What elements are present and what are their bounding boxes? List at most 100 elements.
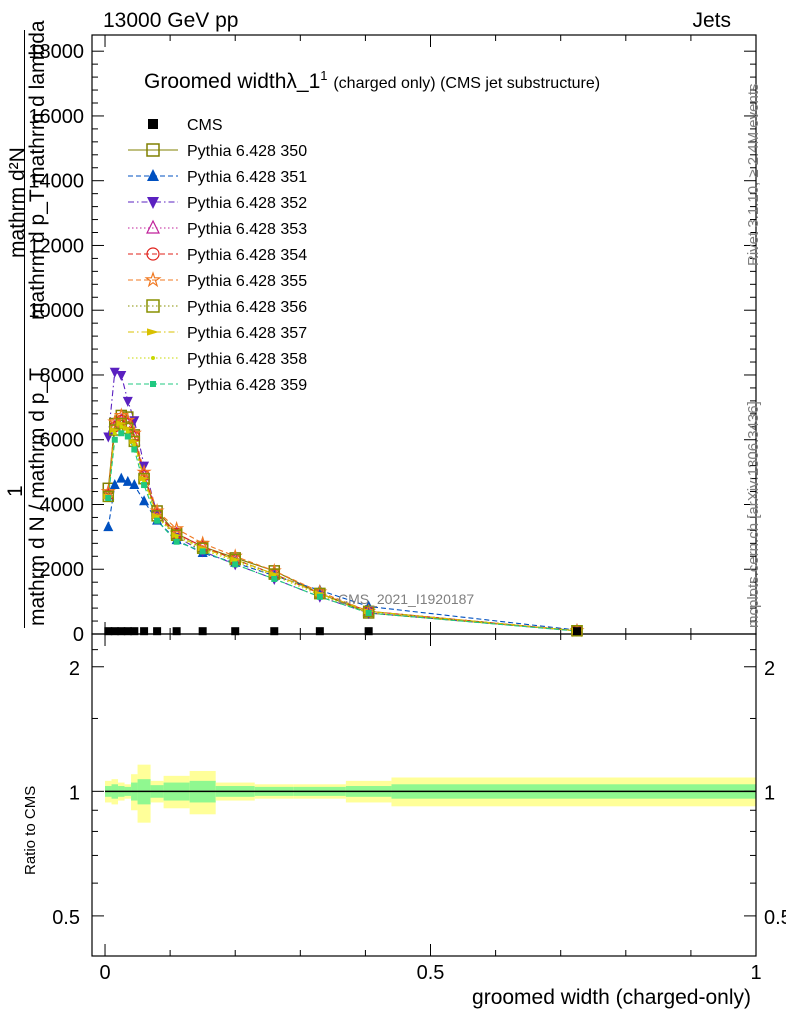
cms-data-point bbox=[315, 627, 324, 636]
y-tick-label: 4000 bbox=[40, 494, 85, 516]
cms-data-point bbox=[572, 627, 581, 636]
data-marker bbox=[144, 271, 162, 288]
legend-label: Pythia 6.428 354 bbox=[187, 247, 307, 264]
data-marker bbox=[141, 482, 148, 489]
data-marker bbox=[146, 299, 160, 313]
data-marker bbox=[103, 521, 114, 532]
cms-data-point bbox=[270, 627, 279, 636]
data-marker bbox=[147, 169, 159, 181]
x-tick-label: 0.5 bbox=[417, 962, 445, 984]
cms-data-points bbox=[104, 627, 581, 636]
x-tick-label: 0 bbox=[99, 962, 110, 984]
axis-tick-labels: 0 2000 4000 6000 8000 10000 12000 14000 16000 180… bbox=[28, 41, 786, 984]
data-marker bbox=[118, 430, 125, 437]
y-axis-fraction-bar bbox=[24, 30, 25, 628]
data-marker bbox=[174, 534, 179, 539]
legend-label: Pythia 6.428 358 bbox=[187, 351, 307, 368]
data-marker bbox=[132, 442, 137, 447]
legend-label: Pythia 6.428 352 bbox=[187, 195, 307, 212]
data-marker bbox=[116, 370, 127, 381]
y-tick-label: 8000 bbox=[40, 365, 85, 387]
ratio-tick-label: 1 bbox=[69, 782, 80, 804]
data-marker bbox=[147, 328, 159, 336]
x-axis-label: groomed width (charged-only) bbox=[472, 986, 751, 1009]
y-tick-label: 16000 bbox=[28, 106, 84, 128]
x-tick-label: 1 bbox=[750, 962, 761, 984]
data-marker bbox=[232, 561, 239, 568]
ratio-uncertainty-bands bbox=[105, 764, 756, 823]
cms-data-point bbox=[123, 627, 132, 636]
y-tick-label: 0 bbox=[73, 624, 84, 646]
data-marker bbox=[365, 609, 372, 616]
data-marker bbox=[129, 438, 140, 445]
y-tick-label: 14000 bbox=[28, 171, 84, 193]
data-marker bbox=[122, 425, 133, 432]
data-marker bbox=[271, 575, 278, 582]
plot-title-main: Groomed width bbox=[144, 70, 287, 93]
data-marker bbox=[105, 495, 112, 502]
legend-label: Pythia 6.428 351 bbox=[187, 169, 307, 186]
cms-data-point bbox=[110, 627, 119, 636]
data-marker bbox=[199, 548, 206, 555]
plot-title-sub: (charged only) (CMS jet substructure) bbox=[333, 75, 601, 92]
cms-data-point bbox=[172, 627, 181, 636]
ratio-tick-label-right: 0.5 bbox=[764, 907, 786, 929]
legend-label: Pythia 6.428 355 bbox=[187, 273, 307, 290]
axis-ticks bbox=[92, 35, 757, 956]
cms-data-point bbox=[231, 627, 240, 636]
legend: CMS Pythia 6.428 350 Pythia 6.428 351 Pythi… bbox=[128, 117, 307, 394]
ratio-tick-label: 0.5 bbox=[52, 907, 80, 929]
ratio-plot-frame bbox=[91, 633, 757, 957]
plot-title-lambda: λ_1 bbox=[286, 70, 321, 93]
data-marker bbox=[103, 432, 114, 443]
data-marker bbox=[109, 367, 120, 378]
cms-data-point bbox=[140, 627, 149, 636]
data-marker bbox=[109, 427, 120, 434]
data-marker bbox=[119, 424, 124, 429]
series-line bbox=[107, 477, 578, 631]
rivet-version-label: Rivet 3.1.10, ≥ 2.4M events bbox=[745, 83, 762, 267]
data-marker bbox=[169, 520, 185, 536]
data-marker bbox=[122, 396, 133, 407]
y-tick-label: 2000 bbox=[40, 559, 85, 581]
legend-label: Pythia 6.428 353 bbox=[187, 221, 307, 238]
data-marker bbox=[147, 197, 159, 209]
y-tick-label: 10000 bbox=[28, 300, 84, 322]
header-jets: Jets bbox=[692, 9, 731, 32]
ratio-y-axis-label: Ratio to CMS bbox=[22, 785, 39, 875]
data-marker bbox=[173, 538, 180, 545]
y-tick-label: 12000 bbox=[28, 235, 84, 257]
data-marker bbox=[113, 407, 129, 422]
legend-label: Pythia 6.428 350 bbox=[187, 143, 307, 160]
ratio-tick-label: 2 bbox=[69, 658, 80, 680]
data-marker bbox=[116, 472, 127, 483]
data-marker bbox=[151, 356, 155, 360]
data-marker bbox=[150, 381, 156, 387]
legend-label: Pythia 6.428 356 bbox=[187, 299, 307, 316]
data-marker bbox=[136, 464, 152, 479]
analysis-watermark: CMS_2021_I1920187 bbox=[338, 591, 475, 607]
data-marker bbox=[122, 475, 133, 486]
data-marker bbox=[148, 119, 158, 129]
data-marker bbox=[129, 479, 140, 490]
cms-data-point bbox=[364, 627, 373, 636]
data-marker bbox=[111, 436, 118, 443]
ratio-tick-label-right: 2 bbox=[764, 658, 775, 680]
data-marker bbox=[124, 433, 131, 440]
data-marker bbox=[146, 143, 160, 157]
cms-data-point bbox=[198, 627, 207, 636]
data-marker bbox=[116, 420, 127, 427]
data-marker bbox=[146, 247, 160, 261]
header-energy: 13000 GeV pp bbox=[103, 9, 239, 32]
cms-data-point bbox=[130, 627, 139, 636]
cms-data-point bbox=[153, 627, 162, 636]
data-marker bbox=[149, 503, 165, 518]
data-marker bbox=[112, 431, 117, 436]
data-marker bbox=[139, 475, 150, 482]
legend-label: CMS bbox=[187, 117, 223, 134]
data-marker bbox=[126, 425, 142, 440]
data-marker bbox=[195, 535, 211, 550]
y-tick-label: 18000 bbox=[28, 41, 84, 63]
data-marker bbox=[154, 517, 161, 524]
